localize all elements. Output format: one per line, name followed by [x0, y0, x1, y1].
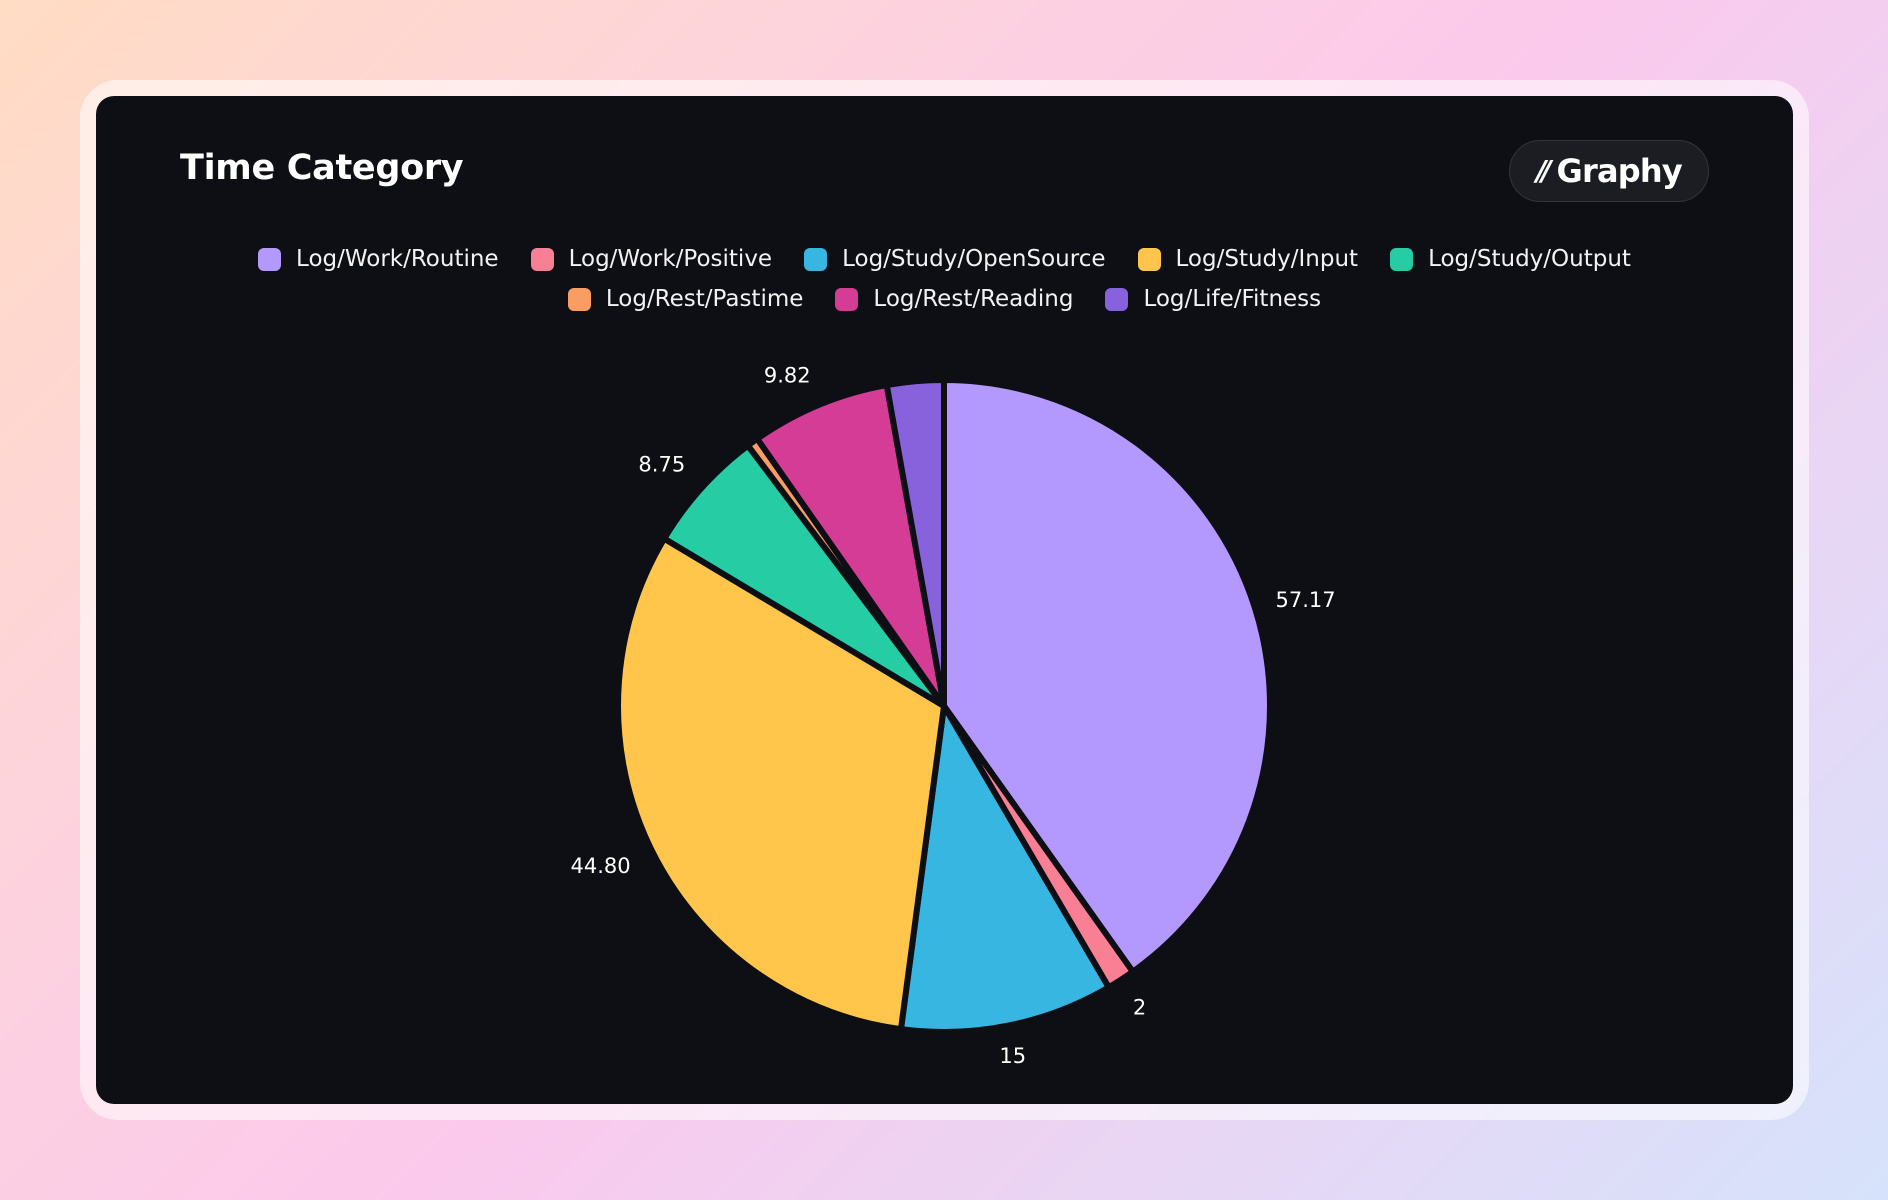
chart-legend: Log/Work/Routine Log/Work/Positive Log/Stu…	[156, 244, 1733, 314]
pie-value-label-log-study-output: 8.75	[638, 452, 685, 476]
legend-item-log-study-input[interactable]: Log/Study/Input	[1137, 244, 1359, 274]
brand-name: Graphy	[1556, 152, 1683, 190]
legend-label: Log/Rest/Reading	[873, 286, 1074, 312]
legend-swatch	[1105, 287, 1129, 311]
pie-slice-log-life-fitness[interactable]	[883, 377, 947, 709]
legend-item-log-work-routine[interactable]: Log/Work/Routine	[258, 244, 499, 274]
pie-value-label-log-work-routine: 57.17	[1276, 588, 1336, 612]
pie-value-label-log-rest-reading: 9.82	[764, 364, 811, 388]
legend-item-log-life-fitness[interactable]: Log/Life/Fitness	[1105, 284, 1321, 314]
legend-label: Log/Work/Positive	[568, 246, 773, 272]
pie-chart: 57.17 2 15 44.80 8.75 9.82	[570, 364, 1335, 1069]
legend-item-log-work-positive[interactable]: Log/Work/Positive	[530, 244, 773, 274]
legend-label: Log/Rest/Pastime	[605, 286, 804, 312]
legend-item-log-rest-reading[interactable]: Log/Rest/Reading	[835, 284, 1073, 314]
legend-swatch	[835, 287, 859, 311]
legend-swatch	[1137, 247, 1161, 271]
pie-slice-log-study-input[interactable]	[615, 535, 947, 1033]
chart-title: Time Category	[180, 148, 464, 188]
legend-item-log-rest-pastime[interactable]: Log/Rest/Pastime	[567, 284, 804, 314]
legend-swatch	[804, 247, 828, 271]
pie-value-label-log-study-opensource: 15	[999, 1044, 1026, 1068]
graphy-brand-badge[interactable]: // Graphy	[1509, 140, 1709, 202]
legend-swatch	[258, 247, 282, 271]
legend-label: Log/Study/OpenSource	[842, 246, 1106, 272]
legend-label: Log/Study/Output	[1428, 246, 1631, 272]
chart-card: Time Category // Graphy Log/Work/Routine…	[96, 96, 1793, 1104]
pie-slices	[615, 377, 1273, 1035]
legend-swatch	[530, 247, 554, 271]
legend-swatch	[567, 287, 591, 311]
legend-item-log-study-output[interactable]: Log/Study/Output	[1390, 244, 1631, 274]
legend-label: Log/Study/Input	[1175, 246, 1359, 272]
pie-value-labels: 57.17 2 15 44.80 8.75 9.82	[570, 364, 1335, 1069]
legend-label: Log/Life/Fitness	[1143, 286, 1322, 312]
legend-swatch	[1390, 247, 1414, 271]
pie-value-label-log-study-input: 44.80	[570, 854, 630, 878]
legend-item-log-study-opensource[interactable]: Log/Study/OpenSource	[804, 244, 1106, 274]
legend-label: Log/Work/Routine	[296, 246, 499, 272]
pie-slice-log-study-opensource[interactable]	[897, 703, 1112, 1035]
pie-value-label-log-work-positive: 2	[1133, 995, 1146, 1019]
pie-slice-log-rest-reading[interactable]	[754, 382, 947, 709]
pie-slice-log-work-routine[interactable]	[941, 377, 1273, 975]
